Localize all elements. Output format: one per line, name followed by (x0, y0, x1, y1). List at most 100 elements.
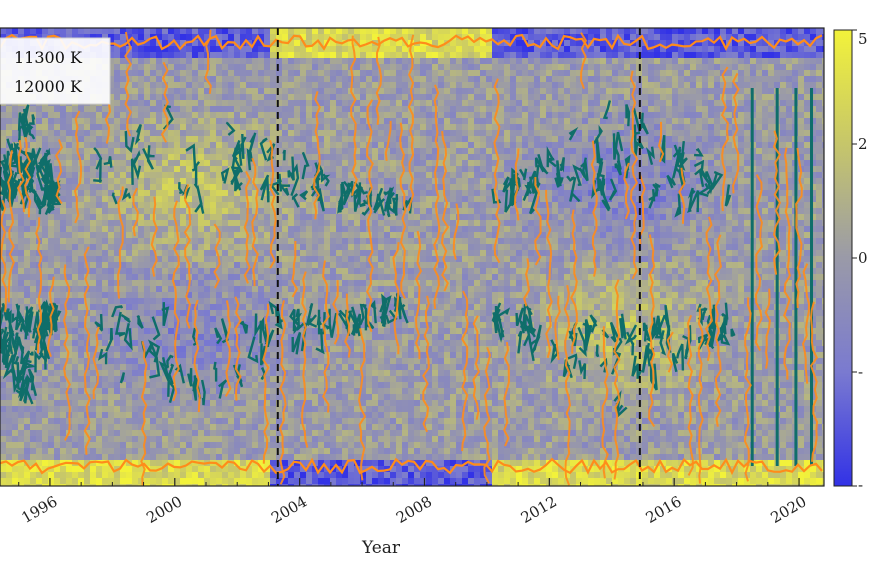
heatmap-cell (144, 208, 151, 215)
heatmap-cell (198, 160, 205, 167)
heatmap-cell (90, 106, 97, 113)
heatmap-cell (24, 448, 31, 455)
heatmap-cell (54, 280, 61, 287)
heatmap-cell (192, 418, 199, 425)
heatmap-cell (234, 256, 241, 263)
heatmap-cell (294, 58, 301, 65)
heatmap-cell (12, 244, 19, 251)
heatmap-cell (54, 118, 61, 125)
heatmap-cell (306, 184, 313, 191)
heatmap-cell (120, 430, 127, 437)
heatmap-cell (384, 256, 391, 263)
heatmap-cell (48, 154, 55, 161)
heatmap-cell (192, 40, 199, 47)
heatmap-cell (306, 280, 313, 287)
heatmap-cell (312, 412, 319, 419)
heatmap-cell (108, 28, 115, 35)
heatmap-cell (204, 274, 211, 281)
heatmap-cell (276, 292, 283, 299)
heatmap-cell (330, 376, 337, 383)
heatmap-cell (132, 130, 139, 137)
heatmap-cell (294, 100, 301, 107)
heatmap-cell (198, 142, 205, 149)
heatmap-cell (222, 346, 229, 353)
heatmap-cell (204, 184, 211, 191)
heatmap-cell (240, 124, 247, 131)
heatmap-cell (228, 154, 235, 161)
heatmap-cell (0, 262, 7, 269)
heatmap-cell (108, 442, 115, 449)
heatmap-cell (180, 118, 187, 125)
heatmap-cell (252, 124, 259, 131)
heatmap-cell (276, 256, 283, 263)
heatmap-cell (294, 304, 301, 311)
heatmap-cell (12, 448, 19, 455)
heatmap-cell (300, 430, 307, 437)
heatmap-cell (354, 58, 361, 65)
heatmap-cell (330, 424, 337, 431)
heatmap-cell (246, 418, 253, 425)
heatmap-cell (96, 274, 103, 281)
heatmap-cell (12, 124, 19, 131)
heatmap-cell (204, 310, 211, 317)
heatmap-cell (216, 70, 223, 77)
heatmap-cell (198, 256, 205, 263)
heatmap-cell (234, 262, 241, 269)
heatmap-cell (366, 484, 373, 486)
heatmap-cell (168, 406, 175, 413)
heatmap-cell (90, 172, 97, 179)
heatmap-cell (360, 142, 367, 149)
heatmap-cell (354, 238, 361, 245)
heatmap-cell (306, 352, 313, 359)
heatmap-cell (156, 460, 163, 467)
heatmap-cell (336, 280, 343, 287)
heatmap-cell (120, 94, 127, 101)
heatmap-cell (234, 472, 241, 479)
heatmap-cell (180, 166, 187, 173)
heatmap-cell (120, 436, 127, 443)
heatmap-cell (348, 238, 355, 245)
heatmap-cell (330, 430, 337, 437)
heatmap-cell (336, 274, 343, 281)
heatmap-cell (24, 406, 31, 413)
heatmap-cell (36, 454, 43, 461)
heatmap-cell (168, 292, 175, 299)
heatmap-cell (42, 238, 49, 245)
heatmap-cell (24, 424, 31, 431)
heatmap-cell (228, 268, 235, 275)
heatmap-cell (30, 316, 37, 323)
heatmap-cell (240, 334, 247, 341)
heatmap-cell (288, 220, 295, 227)
heatmap-cell (12, 118, 19, 125)
heatmap-cell (198, 28, 205, 35)
heatmap-cell (246, 448, 253, 455)
heatmap-cell (120, 442, 127, 449)
heatmap-cell (258, 370, 265, 377)
heatmap-cell (132, 154, 139, 161)
heatmap-cell (210, 244, 217, 251)
heatmap-cell (96, 436, 103, 443)
heatmap-cell (54, 106, 61, 113)
heatmap-cell (312, 316, 319, 323)
heatmap-cell (246, 466, 253, 473)
heatmap-cell (60, 280, 67, 287)
heatmap-cell (0, 172, 7, 179)
heatmap-cell (144, 250, 151, 257)
heatmap-cell (30, 418, 37, 425)
heatmap-cell (198, 370, 205, 377)
heatmap-cell (180, 394, 187, 401)
heatmap-cell (210, 202, 217, 209)
heatmap-cell (384, 88, 391, 95)
heatmap-cell (0, 130, 7, 137)
heatmap-cell (336, 346, 343, 353)
heatmap-cell (198, 148, 205, 155)
heatmap-cell (12, 328, 19, 335)
heatmap-cell (216, 376, 223, 383)
heatmap-cell (330, 448, 337, 455)
heatmap-cell (174, 172, 181, 179)
heatmap-cell (204, 250, 211, 257)
heatmap-cell (282, 442, 289, 449)
heatmap-cell (300, 46, 307, 53)
heatmap-cell (96, 430, 103, 437)
heatmap-cell (246, 112, 253, 119)
